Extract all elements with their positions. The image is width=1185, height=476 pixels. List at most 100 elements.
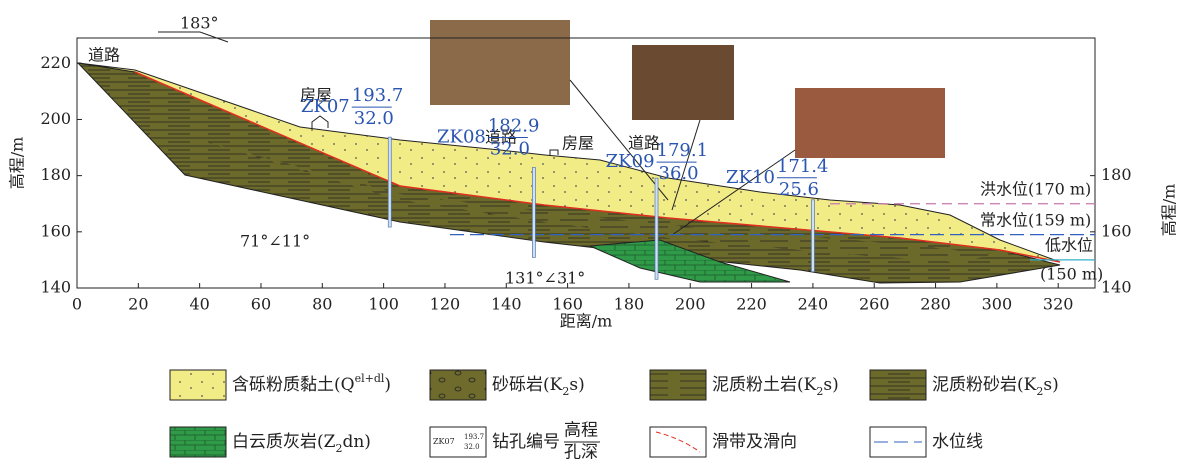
borehole-elevation: 182.9 (488, 115, 540, 136)
borehole-depth: 32.0 (354, 108, 394, 129)
borehole-elevation: 171.4 (777, 156, 829, 177)
x-tick-label: 320 (1043, 295, 1074, 314)
legend-swatch (429, 426, 487, 458)
dolomite-layer (589, 239, 791, 283)
x-tick-label: 220 (736, 295, 767, 314)
legend-label-part: s) (1043, 375, 1058, 395)
legend-label-part: 滑带及滑向 (712, 432, 797, 452)
borehole (654, 177, 659, 280)
annotation: 131°∠31° (505, 269, 585, 288)
y-tick-label: 180 (40, 165, 71, 184)
borehole-id: ZK10 (726, 167, 775, 188)
legend-label-part: 水位线 (932, 432, 983, 452)
x-tick-label: 100 (368, 295, 399, 314)
x-tick-label: 300 (982, 295, 1013, 314)
rock-layer (200, 140, 1000, 262)
borehole-id: ZK07 (301, 96, 350, 117)
x-tick-label: 200 (675, 295, 706, 314)
borehole-depth: 36.0 (659, 163, 699, 184)
annotation: 道路 (88, 46, 120, 65)
x-tick-label: 140 (491, 295, 522, 314)
direction: 183° (180, 14, 219, 33)
legend-sample-top: 193.7 (464, 433, 484, 441)
legend-label: 含砾粉质黏土(Qel+dl) (232, 372, 391, 395)
legend-label-part: 2 (335, 442, 342, 455)
y-title: 高程/m (8, 137, 27, 190)
legend-label-part: ) (384, 375, 391, 395)
legend-label: 滑带及滑向 (712, 432, 797, 452)
borehole (532, 167, 536, 258)
direction-arrow (158, 31, 229, 43)
annotation: 道路 (628, 134, 660, 153)
legend-swatch (169, 426, 227, 458)
y-tick-label: 140 (40, 278, 71, 297)
legend-sample-id: ZK07 (433, 437, 455, 446)
water-label: 洪水位(170 m) (980, 179, 1091, 198)
legend-swatch (649, 426, 707, 458)
x-tick-label: 60 (251, 295, 271, 314)
plot-frame (76, 37, 1096, 289)
legend-label-part: el+dl (355, 372, 385, 385)
borehole-depth: 32.0 (490, 138, 530, 159)
legend-swatch (429, 369, 487, 401)
borehole-depth: 25.6 (779, 179, 819, 200)
annotation: 71°∠11° (240, 232, 310, 251)
borehole-elevation: 179.1 (657, 140, 709, 161)
slide-zone (134, 71, 1061, 263)
water-elev: (159 m) (1028, 210, 1091, 229)
y2-title: 高程/m (1160, 184, 1179, 237)
legend-fraction-bottom: 孔深 (564, 443, 598, 463)
legend-label-part: s) (823, 375, 838, 395)
y-tick-label: 160 (40, 221, 71, 240)
legend-fraction-top: 高程 (564, 421, 598, 441)
x-tick-label: 0 (72, 295, 82, 314)
photos (158, 20, 945, 236)
water-name: 低水位 (1045, 235, 1093, 254)
legend-swatch (869, 369, 927, 401)
legend-label: 泥质粉砂岩(K2s) (932, 375, 1059, 398)
water-name: 常水位 (980, 210, 1028, 229)
legend-label-part: 2 (816, 385, 823, 398)
legend-label: 水位线 (932, 432, 983, 452)
y-tick-label: 220 (40, 53, 71, 72)
borehole-elevation: 193.7 (352, 85, 404, 106)
legend-label-part: 含砾粉质黏土(Q (232, 375, 355, 395)
borehole (387, 136, 392, 228)
legend-swatch (649, 369, 707, 401)
legend-label: 钻孔编号 (492, 432, 560, 452)
legend-label-part: 白云质灰岩(Z (232, 432, 336, 452)
leader-line (569, 79, 796, 236)
legend-label-part: 泥质粉土岩(K (712, 375, 817, 395)
borehole-id: ZK09 (606, 151, 655, 172)
legend-sample-bottom: 32.0 (464, 443, 480, 451)
annotation: 房屋 (300, 86, 332, 105)
legend-label: 砂砾岩(K2s) (492, 375, 585, 398)
x-tick-label: 280 (920, 295, 951, 314)
borehole (811, 199, 815, 273)
legend-label-part: 钻孔编号 (492, 432, 560, 452)
x-tick-label: 260 (859, 295, 890, 314)
x-tick-label: 160 (552, 295, 583, 314)
core-photo (430, 20, 570, 105)
y-tick-label: 200 (40, 109, 71, 128)
legend-swatch (169, 369, 227, 401)
y2-tick-label: 160 (1101, 221, 1132, 240)
legend-label-part: 2 (562, 385, 569, 398)
legend-label: 泥质粉土岩(K2s) (712, 375, 839, 398)
legend-label-part: 泥质粉砂岩(K (932, 375, 1037, 395)
water-elev: (170 m) (1028, 179, 1091, 198)
legend-label: 白云质灰岩(Z2dn) (232, 432, 371, 455)
y2-tick-label: 140 (1101, 278, 1132, 297)
water-elev: (150 m) (1040, 264, 1103, 283)
x-tick-label: 80 (312, 295, 332, 314)
legend-label-part: 砂砾岩(K (492, 375, 563, 395)
legend-label-part: 2 (1036, 385, 1043, 398)
house-icon (311, 115, 559, 155)
borehole-id: ZK08 (437, 126, 486, 147)
x-title: 距离/m (560, 312, 613, 331)
legend-label-part: s) (569, 375, 584, 395)
legend-label-part: dn) (342, 432, 370, 452)
legend-slide (655, 431, 701, 453)
y2-tick-label: 180 (1101, 165, 1132, 184)
